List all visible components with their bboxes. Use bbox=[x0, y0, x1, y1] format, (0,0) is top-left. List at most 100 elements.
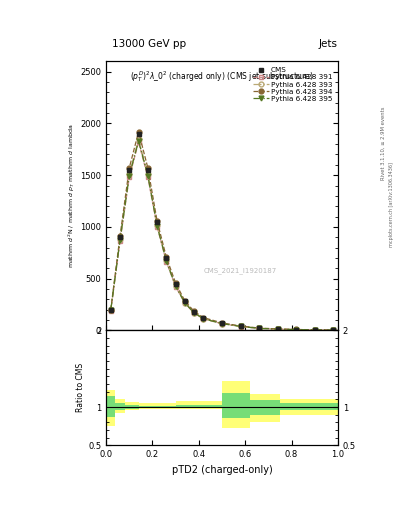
Pythia 6.428 393 bbox=[145, 171, 150, 177]
Pythia 6.428 395 bbox=[220, 321, 224, 327]
CMS bbox=[108, 307, 113, 313]
Pythia 6.428 394 bbox=[201, 314, 206, 321]
Pythia 6.428 393 bbox=[136, 136, 141, 142]
Pythia 6.428 393 bbox=[173, 283, 178, 289]
Pythia 6.428 391 bbox=[257, 325, 261, 331]
Legend: CMS, Pythia 6.428 391, Pythia 6.428 393, Pythia 6.428 394, Pythia 6.428 395: CMS, Pythia 6.428 391, Pythia 6.428 393,… bbox=[250, 65, 334, 104]
Pythia 6.428 394 bbox=[257, 325, 261, 331]
Pythia 6.428 394 bbox=[220, 320, 224, 326]
CMS bbox=[136, 131, 141, 137]
Pythia 6.428 394 bbox=[108, 307, 113, 313]
Pythia 6.428 391 bbox=[220, 321, 224, 327]
CMS bbox=[127, 167, 132, 173]
Y-axis label: mathrm $d^2$N / mathrm $d$ $p_T$ mathrm $d$ lambda: mathrm $d^2$N / mathrm $d$ $p_T$ mathrm … bbox=[67, 123, 77, 268]
Pythia 6.428 391 bbox=[108, 308, 113, 314]
Pythia 6.428 395 bbox=[155, 223, 160, 229]
Pythia 6.428 395 bbox=[257, 325, 261, 331]
Pythia 6.428 394 bbox=[173, 280, 178, 286]
Pythia 6.428 393 bbox=[331, 327, 336, 333]
Pythia 6.428 395 bbox=[294, 327, 299, 333]
Pythia 6.428 394 bbox=[164, 254, 169, 261]
Pythia 6.428 393 bbox=[312, 327, 317, 333]
Pythia 6.428 391 bbox=[136, 139, 141, 145]
Pythia 6.428 394 bbox=[275, 326, 280, 332]
Pythia 6.428 394 bbox=[155, 218, 160, 224]
Pythia 6.428 391 bbox=[118, 238, 122, 244]
Y-axis label: Ratio to CMS: Ratio to CMS bbox=[76, 364, 85, 412]
CMS bbox=[173, 281, 178, 287]
Text: 13000 GeV pp: 13000 GeV pp bbox=[112, 38, 186, 49]
Pythia 6.428 395 bbox=[201, 316, 206, 322]
Pythia 6.428 391 bbox=[238, 324, 243, 330]
Pythia 6.428 391 bbox=[127, 174, 132, 180]
CMS bbox=[220, 320, 224, 326]
Line: CMS: CMS bbox=[108, 132, 336, 332]
Pythia 6.428 395 bbox=[164, 258, 169, 264]
Pythia 6.428 394 bbox=[331, 327, 336, 333]
Pythia 6.428 391 bbox=[312, 327, 317, 333]
Pythia 6.428 393 bbox=[192, 310, 196, 316]
Line: Pythia 6.428 391: Pythia 6.428 391 bbox=[108, 140, 336, 332]
CMS bbox=[312, 327, 317, 333]
Pythia 6.428 395 bbox=[192, 310, 196, 316]
Pythia 6.428 395 bbox=[136, 138, 141, 144]
Pythia 6.428 394 bbox=[192, 308, 196, 314]
CMS bbox=[238, 323, 243, 329]
Pythia 6.428 391 bbox=[183, 300, 187, 306]
Pythia 6.428 395 bbox=[183, 300, 187, 306]
CMS bbox=[183, 298, 187, 304]
Pythia 6.428 391 bbox=[145, 174, 150, 180]
CMS bbox=[201, 315, 206, 321]
Pythia 6.428 394 bbox=[136, 129, 141, 135]
Pythia 6.428 395 bbox=[275, 326, 280, 332]
Pythia 6.428 394 bbox=[312, 327, 317, 333]
Pythia 6.428 393 bbox=[220, 321, 224, 327]
Text: mcplots.cern.ch [arXiv:1306.3436]: mcplots.cern.ch [arXiv:1306.3436] bbox=[389, 162, 393, 247]
Pythia 6.428 393 bbox=[164, 258, 169, 264]
CMS bbox=[192, 309, 196, 315]
Text: Jets: Jets bbox=[319, 38, 338, 49]
Pythia 6.428 391 bbox=[155, 224, 160, 230]
CMS bbox=[294, 327, 299, 333]
Pythia 6.428 393 bbox=[155, 222, 160, 228]
Text: $(p_T^D)^2\lambda\_0^2$ (charged only) (CMS jet substructure): $(p_T^D)^2\lambda\_0^2$ (charged only) (… bbox=[130, 70, 314, 84]
Pythia 6.428 391 bbox=[201, 316, 206, 322]
Pythia 6.428 394 bbox=[238, 323, 243, 329]
Pythia 6.428 391 bbox=[275, 326, 280, 332]
Line: Pythia 6.428 395: Pythia 6.428 395 bbox=[108, 139, 336, 332]
CMS bbox=[145, 167, 150, 173]
Pythia 6.428 393 bbox=[118, 236, 122, 242]
Pythia 6.428 394 bbox=[118, 233, 122, 239]
Pythia 6.428 395 bbox=[145, 173, 150, 179]
Pythia 6.428 395 bbox=[118, 237, 122, 243]
Pythia 6.428 393 bbox=[294, 327, 299, 333]
Pythia 6.428 393 bbox=[238, 324, 243, 330]
Pythia 6.428 395 bbox=[108, 307, 113, 313]
CMS bbox=[275, 326, 280, 332]
Pythia 6.428 393 bbox=[183, 300, 187, 306]
Pythia 6.428 394 bbox=[127, 165, 132, 171]
Pythia 6.428 393 bbox=[201, 315, 206, 322]
Pythia 6.428 394 bbox=[145, 165, 150, 171]
Pythia 6.428 391 bbox=[192, 310, 196, 316]
CMS bbox=[331, 327, 336, 333]
Pythia 6.428 395 bbox=[331, 327, 336, 333]
Pythia 6.428 395 bbox=[238, 324, 243, 330]
CMS bbox=[155, 219, 160, 225]
Pythia 6.428 394 bbox=[183, 298, 187, 304]
CMS bbox=[118, 234, 122, 240]
Pythia 6.428 395 bbox=[127, 173, 132, 179]
X-axis label: pTD2 (charged-only): pTD2 (charged-only) bbox=[172, 465, 272, 475]
Line: Pythia 6.428 393: Pythia 6.428 393 bbox=[108, 137, 336, 332]
Pythia 6.428 391 bbox=[294, 327, 299, 333]
CMS bbox=[257, 325, 261, 331]
Pythia 6.428 393 bbox=[257, 325, 261, 331]
Line: Pythia 6.428 394: Pythia 6.428 394 bbox=[108, 130, 336, 332]
Text: Rivet 3.1.10, ≥ 2.9M events: Rivet 3.1.10, ≥ 2.9M events bbox=[381, 106, 386, 180]
Pythia 6.428 393 bbox=[108, 307, 113, 313]
Pythia 6.428 393 bbox=[275, 326, 280, 332]
Pythia 6.428 395 bbox=[312, 327, 317, 333]
Pythia 6.428 391 bbox=[164, 259, 169, 265]
Pythia 6.428 395 bbox=[173, 283, 178, 289]
Pythia 6.428 394 bbox=[294, 326, 299, 332]
